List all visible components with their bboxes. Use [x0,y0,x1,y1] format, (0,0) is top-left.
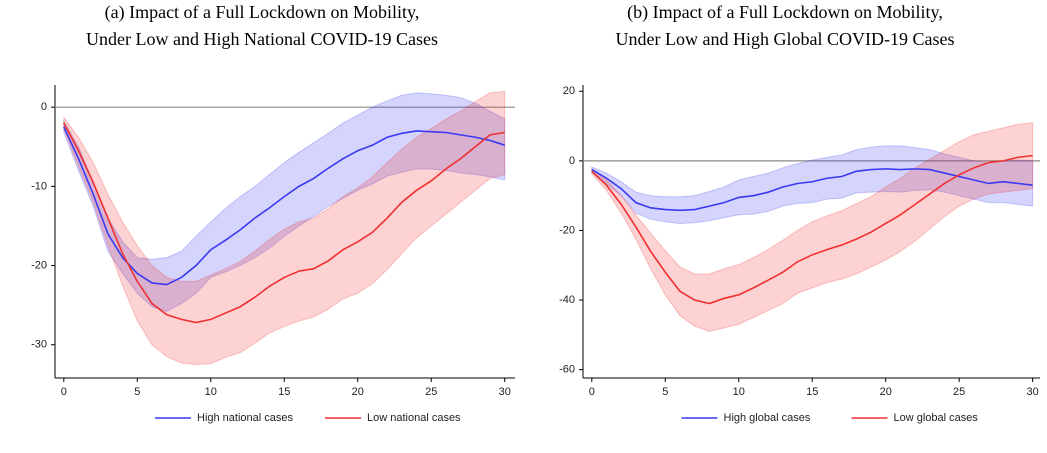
x-tick-label: 25 [953,386,965,398]
x-tick-label: 15 [806,386,818,398]
y-tick-label: -20 [31,259,47,271]
y-tick-label: 0 [41,101,47,113]
x-tick-label: 20 [880,386,892,398]
x-tick-label: 10 [733,386,745,398]
line [63,126,505,286]
y-tick-label: 0 [569,155,575,167]
line [63,122,505,324]
confidence-band [591,122,1034,332]
y-tick-label: -20 [559,224,575,236]
panel: (b) Impact of a Full Lockdown on Mobilit… [559,2,1040,424]
y-tick-label: -10 [31,180,47,192]
x-tick-label: 5 [134,386,140,398]
x-tick-label: 0 [589,386,595,398]
legend-label: Low global cases [894,412,979,424]
legend-label: High global cases [724,412,811,424]
x-tick-label: 30 [499,386,511,398]
chart-title: Under Low and High National COVID-19 Cas… [86,29,438,49]
y-tick-label: -40 [559,294,575,306]
y-tick-label: 20 [563,85,575,97]
y-tick-label: -60 [559,364,575,376]
confidence-band [63,90,506,366]
x-tick-label: 20 [352,386,364,398]
confidence-band [63,92,506,313]
chart-title: (b) Impact of a Full Lockdown on Mobilit… [627,2,943,23]
confidence-band [591,145,1034,224]
legend-label: Low national cases [367,412,461,424]
panel: (a) Impact of a Full Lockdown on Mobilit… [31,2,515,424]
x-tick-label: 0 [61,386,67,398]
y-tick-label: -30 [31,339,47,351]
chart-title: Under Low and High Global COVID-19 Cases [616,29,955,49]
x-tick-label: 30 [1027,386,1039,398]
x-tick-label: 10 [205,386,217,398]
line [591,154,1033,305]
x-tick-label: 5 [662,386,668,398]
line [591,168,1033,212]
x-tick-label: 25 [425,386,437,398]
x-tick-label: 15 [278,386,290,398]
legend-label: High national cases [197,412,294,424]
chart-title: (a) Impact of a Full Lockdown on Mobilit… [105,2,420,23]
